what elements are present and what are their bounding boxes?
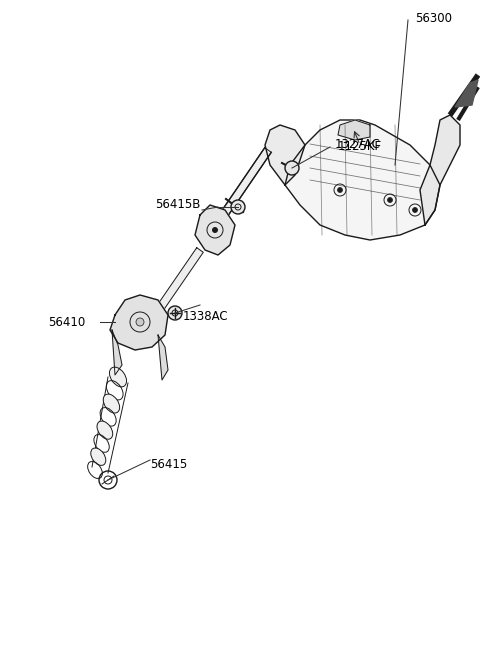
Polygon shape: [455, 80, 478, 107]
Ellipse shape: [103, 394, 120, 413]
Text: 56415: 56415: [150, 457, 187, 470]
Circle shape: [412, 208, 418, 212]
Polygon shape: [195, 205, 235, 255]
Circle shape: [387, 198, 393, 202]
Polygon shape: [338, 120, 370, 140]
Circle shape: [212, 227, 218, 233]
Polygon shape: [110, 295, 168, 350]
Text: 56410: 56410: [48, 316, 85, 329]
Circle shape: [231, 200, 245, 214]
Text: 1338AC: 1338AC: [183, 310, 228, 322]
Circle shape: [168, 306, 182, 320]
Ellipse shape: [109, 367, 127, 387]
Text: 1327AC: 1327AC: [335, 138, 381, 151]
Text: 56415B: 56415B: [155, 198, 200, 210]
Circle shape: [285, 161, 299, 175]
Polygon shape: [265, 125, 305, 185]
Ellipse shape: [91, 448, 106, 466]
Polygon shape: [142, 248, 203, 332]
Polygon shape: [420, 115, 460, 225]
Polygon shape: [285, 120, 440, 240]
Circle shape: [136, 318, 144, 326]
Text: 1125KF: 1125KF: [338, 141, 382, 153]
Polygon shape: [158, 335, 168, 380]
Polygon shape: [207, 148, 271, 237]
Text: 56300: 56300: [415, 12, 452, 24]
Polygon shape: [112, 330, 122, 375]
Circle shape: [337, 187, 343, 193]
Ellipse shape: [97, 421, 113, 440]
